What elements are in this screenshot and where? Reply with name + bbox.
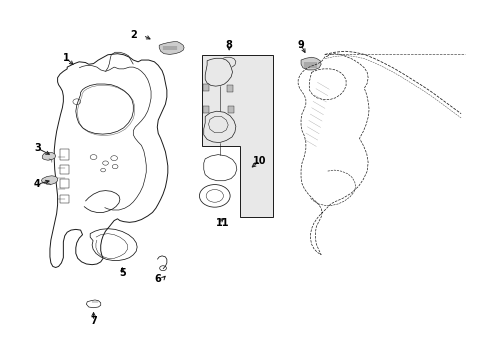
- Bar: [203, 84, 208, 91]
- Text: 4: 4: [34, 179, 41, 189]
- Polygon shape: [202, 55, 273, 217]
- Text: 2: 2: [130, 30, 137, 40]
- Bar: [60, 179, 68, 188]
- Text: 9: 9: [297, 40, 304, 50]
- Text: 1: 1: [63, 53, 69, 63]
- Text: 3: 3: [34, 143, 41, 153]
- Bar: [227, 85, 232, 92]
- Polygon shape: [42, 153, 56, 160]
- Bar: [203, 106, 208, 113]
- Text: 8: 8: [225, 40, 232, 50]
- Bar: [60, 195, 68, 203]
- Bar: [60, 165, 68, 174]
- Text: 6: 6: [154, 274, 161, 284]
- Bar: [60, 149, 68, 159]
- Polygon shape: [301, 57, 321, 70]
- Text: 7: 7: [90, 316, 97, 326]
- Text: 10: 10: [253, 156, 266, 166]
- Polygon shape: [41, 176, 58, 184]
- Polygon shape: [159, 42, 184, 54]
- Bar: [228, 106, 233, 113]
- Text: 5: 5: [119, 269, 125, 279]
- Text: 11: 11: [216, 218, 229, 228]
